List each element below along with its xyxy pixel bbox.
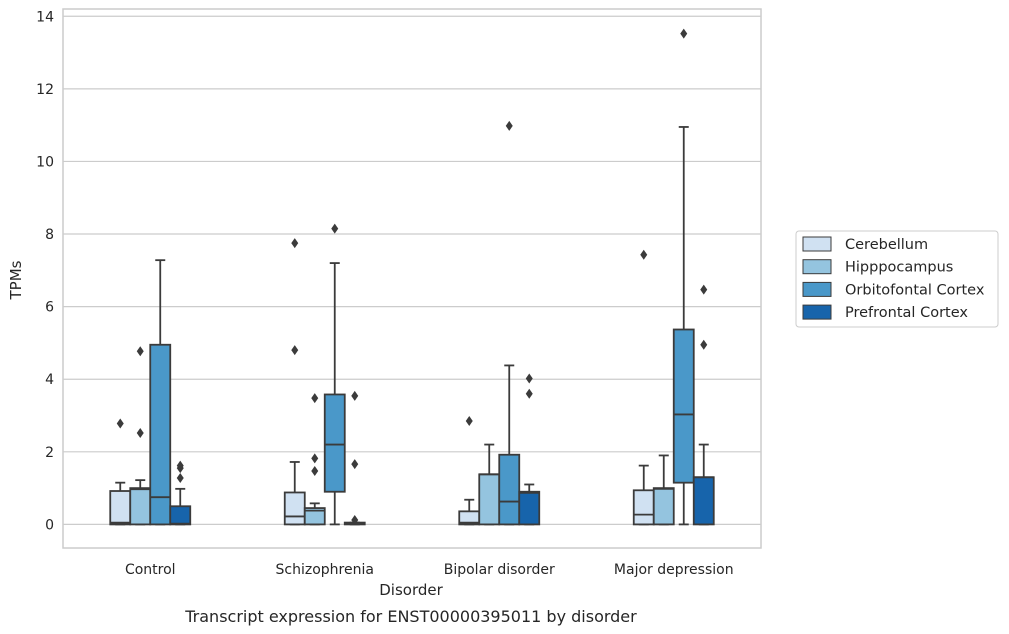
x-tick-label-1: Schizophrenia [276,562,374,578]
outlier-point [351,515,359,526]
outlier-point [136,346,144,357]
box-0-2 [149,259,172,526]
box-0-3 [169,460,192,526]
outlier-point [311,453,319,464]
legend-label-2: Orbitofontal Cortex [845,282,985,298]
y-tick-label-6: 6 [45,300,54,316]
y-tick-label-12: 12 [36,82,54,98]
y-tick-label-0: 0 [45,517,54,533]
box-body [518,490,541,526]
y-tick-label-2: 2 [45,445,54,461]
legend-frame [795,230,999,328]
x-tick-label-2: Bipolar disorder [444,562,555,578]
box-1-1 [303,393,326,526]
y-axis-label: TPMs [7,260,25,300]
box-body [303,507,326,526]
outlier-point [176,460,184,471]
legend-label-1: Hipppocampus [845,260,953,276]
legend-swatch-0 [802,236,832,252]
legend-swatch-3 [802,304,832,320]
box-body [632,489,655,526]
y-tick-label-10: 10 [36,154,54,170]
box-body [109,490,132,526]
legend-label-3: Prefrontal Cortex [845,305,968,321]
x-tick-label-3: Major depression [614,562,734,578]
box-marks [109,28,715,526]
box-body [692,476,715,526]
x-axis-label: Disorder [379,581,443,599]
outlier-point [331,223,339,234]
box-3-2 [672,28,695,526]
x-tick-label-0: Control [125,562,176,578]
outlier-point [116,418,124,429]
outlier-point [525,373,533,384]
box-3-1 [652,454,675,526]
box-body [652,487,675,526]
legend: Cerebellum Hipppocampus Orbitofontal Corte… [795,230,999,328]
outlier-point [176,472,184,483]
box-1-2 [323,223,346,526]
box-body [478,473,501,526]
legend-swatch-1 [802,259,832,275]
box-2-3 [518,373,541,526]
box-body [283,491,306,526]
box-body [169,505,192,526]
box-body [149,343,172,526]
box-body [498,453,521,526]
y-tick-label-8: 8 [45,227,54,243]
outlier-point [351,459,359,470]
outlier-point [311,393,319,404]
y-tick-label-14: 14 [36,9,54,25]
legend-swatch-2 [802,281,832,297]
y-tick-label-4: 4 [45,372,54,388]
outlier-point [291,345,299,356]
box-3-0 [632,249,655,526]
box-body [323,393,346,493]
box-body [129,487,152,526]
plot-frame [62,8,762,549]
box-3-3 [692,284,715,526]
outlier-point [465,415,473,426]
outlier-point [525,388,533,399]
outlier-point [680,28,688,39]
outlier-point [291,238,299,249]
x-axis-ticks: Control Schizophrenia Bipolar disorder Majo… [125,562,734,578]
outlier-point [700,339,708,350]
box-1-0 [283,238,306,526]
outlier-point [311,466,319,477]
y-axis-ticks: 0 2 4 6 8 10 12 14 [36,9,54,533]
box-2-0 [458,415,481,526]
outlier-point [700,284,708,295]
outlier-point [640,249,648,260]
outlier-point [136,427,144,438]
box-0-1 [129,346,152,526]
outlier-point [351,390,359,401]
legend-label-0: Cerebellum [845,237,928,253]
figure-caption: Transcript expression for ENST0000039501… [184,607,637,626]
box-2-2 [498,120,521,526]
box-1-3 [343,390,366,526]
box-0-0 [109,418,132,526]
box-body [672,328,695,484]
outlier-point [505,120,513,131]
